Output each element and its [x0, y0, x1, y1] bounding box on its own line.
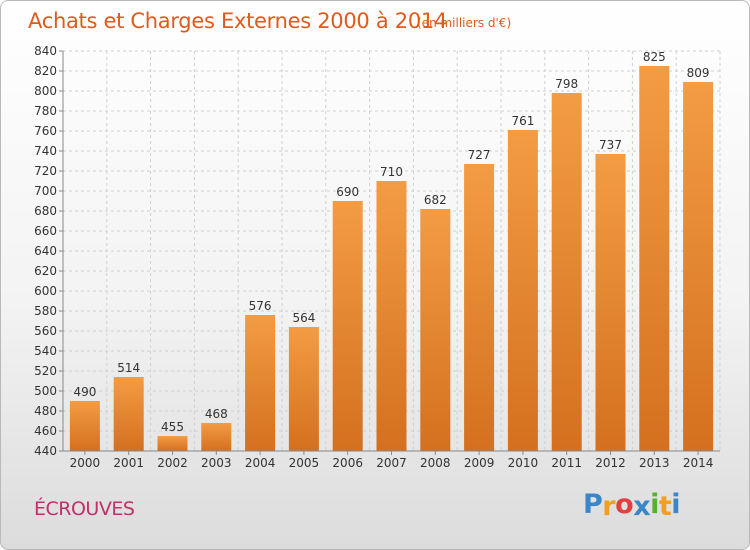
proxiti-logo: Proxiti [583, 489, 681, 522]
y-tick-label: 720 [34, 164, 57, 178]
x-tick-label-2005: 2005 [289, 456, 320, 470]
y-tick-label: 780 [34, 104, 57, 118]
data-label-2001: 514 [117, 361, 140, 375]
chart-title-main: Achats et Charges Externes 2000 à 2014 [28, 9, 448, 33]
y-tick-label: 680 [34, 204, 57, 218]
y-tick-label: 520 [34, 364, 57, 378]
y-tick-label: 440 [34, 444, 57, 458]
x-tick-label-2014: 2014 [683, 456, 714, 470]
logo-letter: x [633, 491, 651, 522]
data-label-2003: 468 [205, 407, 228, 421]
bar-2002 [157, 436, 188, 451]
bar-2009 [464, 164, 495, 451]
x-tick-label-2001: 2001 [113, 456, 144, 470]
x-tick-label-2000: 2000 [70, 456, 101, 470]
x-tick-label-2011: 2011 [551, 456, 582, 470]
y-tick-label: 600 [34, 284, 57, 298]
bar-2011 [551, 93, 582, 451]
logo-letter: o [615, 489, 634, 520]
y-tick-label: 580 [34, 304, 57, 318]
data-label-2000: 490 [73, 385, 96, 399]
y-tick-label: 620 [34, 264, 57, 278]
x-tick-label-2009: 2009 [464, 456, 495, 470]
bar-2010 [507, 130, 538, 451]
bar-layer: 490 514 455 468 576 564 690 710 682 727 761 798 737 8… [69, 50, 714, 451]
bar-2012 [595, 154, 626, 451]
data-label-2010: 761 [511, 114, 534, 128]
data-label-2007: 710 [380, 165, 403, 179]
x-tick-label-2008: 2008 [420, 456, 451, 470]
bar-2007 [376, 181, 407, 451]
y-tick-label: 540 [34, 344, 57, 358]
bar-2008 [420, 209, 451, 451]
x-tick-label-2013: 2013 [639, 456, 670, 470]
x-tick-label-2004: 2004 [245, 456, 276, 470]
bar-2003 [201, 423, 232, 451]
y-tick-label: 500 [34, 384, 57, 398]
y-tick-label: 840 [34, 44, 57, 58]
data-label-2004: 576 [249, 299, 272, 313]
data-label-2014: 809 [687, 66, 710, 80]
logo-letter: P [583, 489, 603, 520]
y-tick-label: 760 [34, 124, 57, 138]
y-tick-label: 460 [34, 424, 57, 438]
location-name: ÉCROUVES [34, 498, 135, 520]
data-label-2011: 798 [555, 77, 578, 91]
y-tick-label: 560 [34, 324, 57, 338]
logo-letter: i [671, 489, 681, 520]
logo-letter: t [658, 491, 672, 522]
chart-title-unit: (en milliers d'€) [417, 16, 512, 30]
bar-2004 [245, 315, 276, 451]
y-tick-label: 740 [34, 144, 57, 158]
x-tick-label-2002: 2002 [157, 456, 188, 470]
logo-letter: i [650, 489, 659, 520]
x-tick-label-2003: 2003 [201, 456, 232, 470]
bar-2006 [332, 201, 363, 451]
y-tick-label: 480 [34, 404, 57, 418]
x-tick-label-2006: 2006 [332, 456, 363, 470]
data-label-2006: 690 [336, 185, 359, 199]
bar-2014 [683, 82, 714, 451]
logo-letter: r [602, 491, 616, 522]
data-label-2012: 737 [599, 138, 622, 152]
x-tick-label-2007: 2007 [376, 456, 407, 470]
y-tick-label: 800 [34, 84, 57, 98]
data-label-2013: 825 [643, 50, 666, 64]
data-label-2009: 727 [468, 148, 491, 162]
bar-2000 [69, 401, 100, 451]
y-tick-label: 820 [34, 64, 57, 78]
bar-2001 [113, 377, 144, 451]
data-label-2005: 564 [292, 311, 315, 325]
y-tick-label: 640 [34, 244, 57, 258]
y-tick-label: 700 [34, 184, 57, 198]
bar-2005 [288, 327, 319, 451]
data-label-2008: 682 [424, 193, 447, 207]
axis-layer: 440 460 480 500 520 540 560 580 600 620 640 660 680 7… [34, 44, 720, 470]
y-tick-label: 660 [34, 224, 57, 238]
x-tick-label-2010: 2010 [508, 456, 539, 470]
bar-2013 [639, 66, 670, 451]
data-label-2002: 455 [161, 420, 184, 434]
x-tick-label-2012: 2012 [595, 456, 626, 470]
